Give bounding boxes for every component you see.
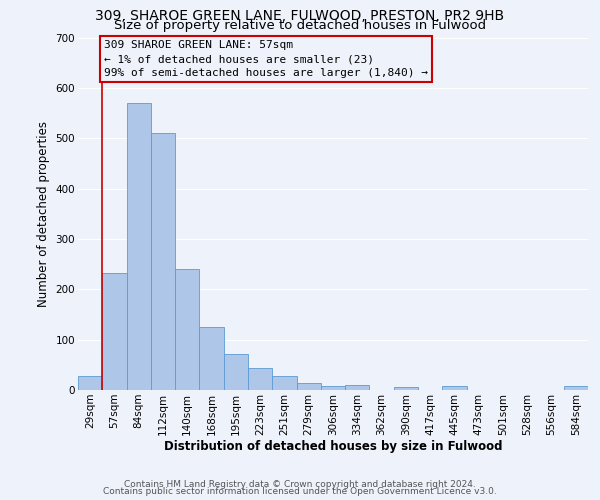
Text: Size of property relative to detached houses in Fulwood: Size of property relative to detached ho…	[114, 19, 486, 32]
Bar	[394, 387, 418, 390]
Bar	[296, 383, 321, 390]
Bar	[248, 368, 272, 390]
Bar	[199, 326, 224, 390]
Text: Contains HM Land Registry data © Crown copyright and database right 2024.: Contains HM Land Registry data © Crown c…	[124, 480, 476, 489]
Bar	[102, 273, 127, 390]
Bar	[564, 386, 588, 390]
Bar	[224, 354, 248, 390]
Bar	[442, 386, 467, 390]
Bar	[78, 376, 102, 390]
Bar	[345, 386, 370, 390]
Bar	[175, 269, 199, 390]
Bar	[151, 133, 175, 390]
Y-axis label: Number of detached properties: Number of detached properties	[37, 120, 50, 306]
Bar	[321, 386, 345, 390]
Text: Contains public sector information licensed under the Open Government Licence v3: Contains public sector information licen…	[103, 487, 497, 496]
Text: 309 SHAROE GREEN LANE: 57sqm
← 1% of detached houses are smaller (23)
99% of sem: 309 SHAROE GREEN LANE: 57sqm ← 1% of det…	[104, 40, 428, 78]
Bar	[127, 103, 151, 390]
Bar	[272, 376, 296, 390]
Text: 309, SHAROE GREEN LANE, FULWOOD, PRESTON, PR2 9HB: 309, SHAROE GREEN LANE, FULWOOD, PRESTON…	[95, 9, 505, 23]
X-axis label: Distribution of detached houses by size in Fulwood: Distribution of detached houses by size …	[164, 440, 502, 454]
